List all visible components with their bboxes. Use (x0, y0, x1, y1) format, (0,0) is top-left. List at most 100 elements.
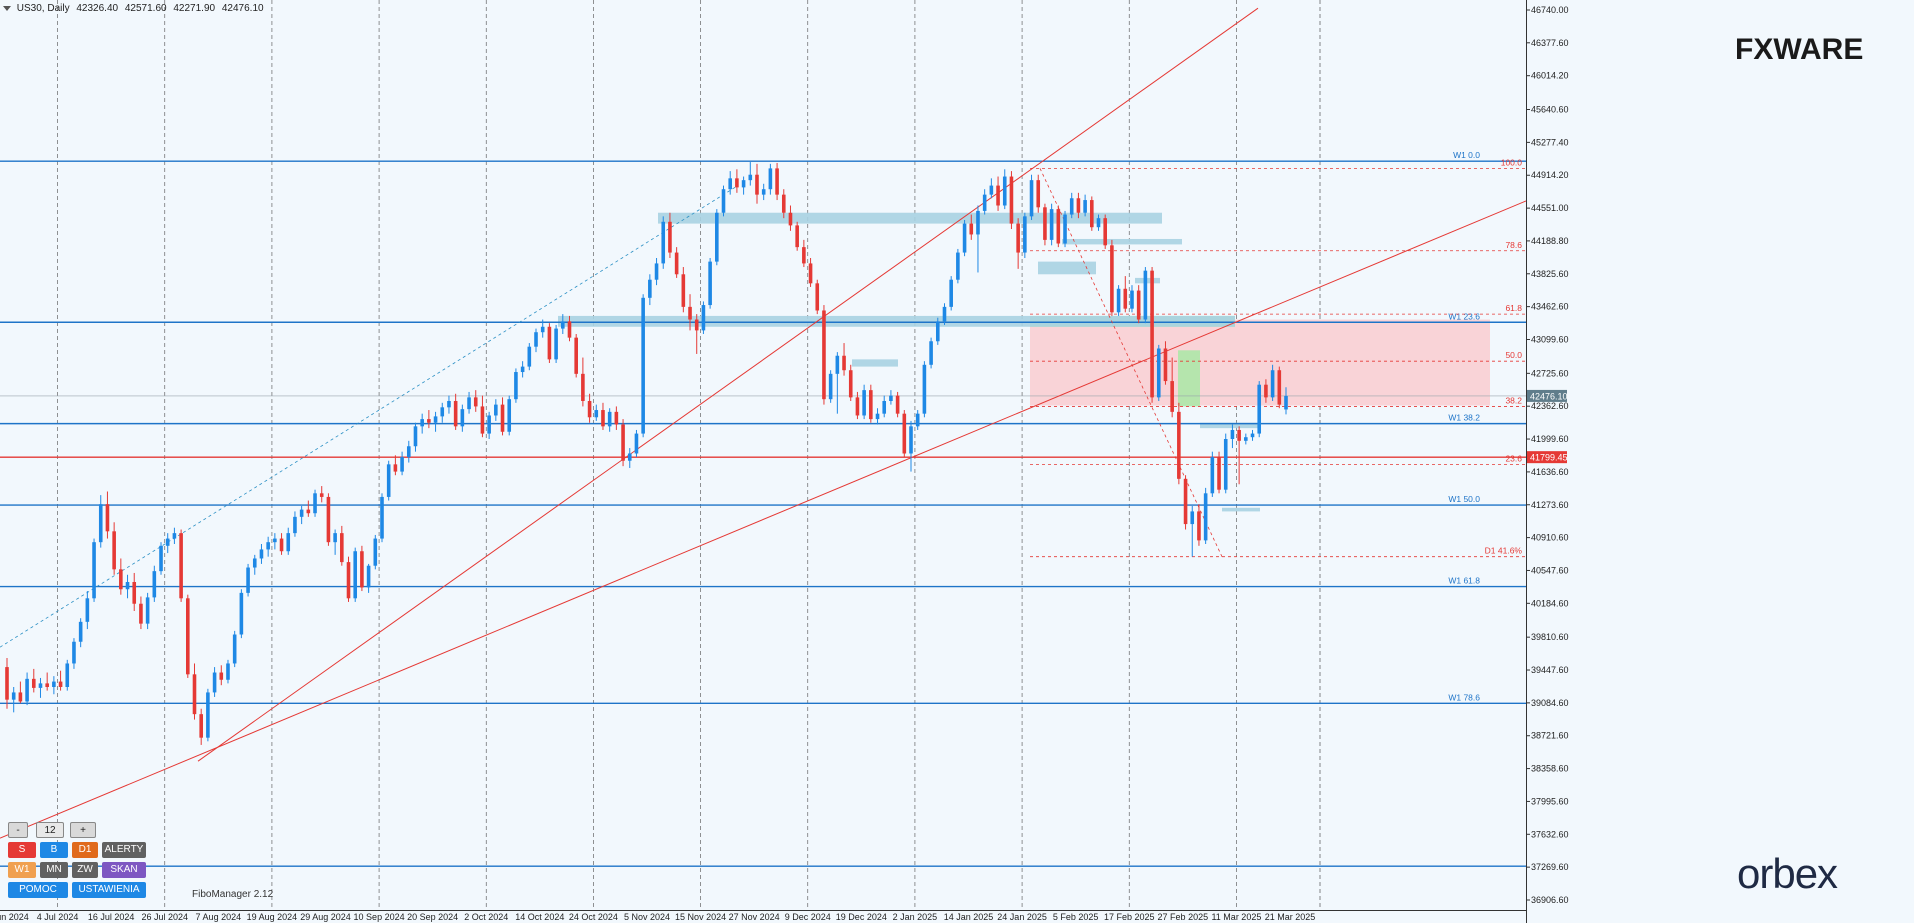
buy-button[interactable]: B (40, 842, 68, 858)
x-tick-label: 14 Oct 2024 (515, 912, 564, 922)
candle (373, 538, 378, 566)
fib-level-label: 61.8 (1505, 303, 1522, 313)
candle (607, 411, 612, 427)
candle (165, 538, 170, 546)
candle (795, 225, 799, 248)
candle (1029, 180, 1034, 217)
y-tick-label: 43825.60 (1531, 269, 1569, 279)
candle (956, 252, 960, 280)
support-resistance-zone (1135, 277, 1160, 284)
x-tick-label: 19 Aug 2024 (247, 912, 298, 922)
candle (1244, 437, 1248, 441)
candle (681, 274, 686, 307)
candle (976, 210, 980, 235)
candle (902, 413, 907, 454)
d1-button[interactable]: D1 (72, 842, 98, 858)
value-field[interactable]: 12 (36, 822, 64, 838)
candle (18, 692, 23, 702)
candle (333, 533, 337, 543)
candle (246, 567, 250, 593)
candle (1177, 411, 1181, 479)
y-tick-label: 39447.60 (1531, 665, 1569, 675)
candle (835, 355, 840, 374)
x-tick-label: 2 Oct 2024 (464, 912, 508, 922)
x-tick-label: 29 Aug 2024 (300, 912, 351, 922)
candle (186, 598, 190, 675)
y-tick-label: 42362.60 (1531, 401, 1569, 411)
candle (574, 337, 578, 374)
candle (761, 189, 766, 195)
x-tick-label: 24 Jan 2025 (997, 912, 1047, 922)
pomoc-button[interactable]: POMOC (8, 882, 68, 898)
price-tag-label: 42476.10 (1530, 391, 1568, 401)
candle (701, 305, 706, 331)
weekly-level-label: W1 0.0 (1453, 150, 1480, 160)
mn-button[interactable]: MN (40, 862, 68, 878)
candle (909, 426, 913, 454)
candle (1069, 198, 1074, 215)
x-tick-label: 17 Feb 2025 (1104, 912, 1155, 922)
candle (668, 221, 672, 253)
candle (882, 400, 887, 414)
candle (306, 509, 311, 514)
close-value: 42476.10 (221, 3, 264, 14)
chart-dropdown-icon[interactable] (3, 5, 11, 11)
sell-button[interactable]: S (8, 842, 36, 858)
candle (286, 533, 291, 552)
candle (433, 416, 438, 423)
candle (1076, 198, 1081, 213)
alerty-button[interactable]: ALERTY (102, 842, 146, 858)
y-tick-label: 44188.80 (1531, 236, 1569, 246)
candle (1136, 290, 1141, 320)
candle (721, 189, 726, 213)
candle (560, 321, 565, 329)
price-tag-label: 41799.45 (1530, 453, 1568, 463)
candle (5, 667, 9, 700)
candle (1264, 384, 1268, 398)
candle (594, 410, 599, 418)
y-tick-label: 39084.60 (1531, 698, 1569, 708)
candle (326, 496, 331, 543)
candle (98, 504, 103, 543)
candle (735, 178, 739, 188)
candle (1002, 176, 1007, 206)
skan-button[interactable]: SKAN (102, 862, 146, 878)
candle (648, 279, 652, 298)
plus-button[interactable]: + (70, 822, 96, 838)
candle (634, 433, 639, 454)
ustawienia-button[interactable]: USTAWIENIA (72, 882, 146, 898)
weekly-level-label: W1 61.8 (1448, 576, 1480, 586)
candle (172, 533, 177, 539)
candle (741, 180, 746, 188)
candle (313, 493, 317, 514)
candle (1277, 370, 1282, 405)
candle (1250, 433, 1255, 438)
y-tick-label: 45640.60 (1531, 105, 1569, 115)
candle (413, 426, 418, 447)
x-tick-label: 15 Nov 2024 (675, 912, 726, 922)
candle (460, 409, 465, 427)
candle (815, 283, 820, 311)
candle (601, 410, 605, 427)
fib-level-label: 23.6 (1505, 453, 1522, 463)
red-trendline-lower (0, 200, 1527, 839)
candle (514, 372, 518, 400)
zw-button[interactable]: ZW (72, 862, 98, 878)
candle (855, 397, 860, 416)
candle (1257, 384, 1262, 434)
candle (132, 582, 137, 604)
x-tick-label: 10 Sep 2024 (354, 912, 405, 922)
support-resistance-zone (852, 359, 898, 367)
x-tick-label: 2 Jan 2025 (893, 912, 938, 922)
red-trendline-upper (197, 7, 1259, 762)
candle (527, 346, 532, 367)
candle (1183, 478, 1188, 525)
candle (139, 603, 143, 624)
x-tick-label: 5 Feb 2025 (1053, 912, 1099, 922)
candle (808, 263, 813, 284)
candle (92, 542, 96, 599)
candle (1197, 511, 1201, 541)
minus-button[interactable]: - (8, 822, 28, 838)
w1-button[interactable]: W1 (8, 862, 36, 878)
